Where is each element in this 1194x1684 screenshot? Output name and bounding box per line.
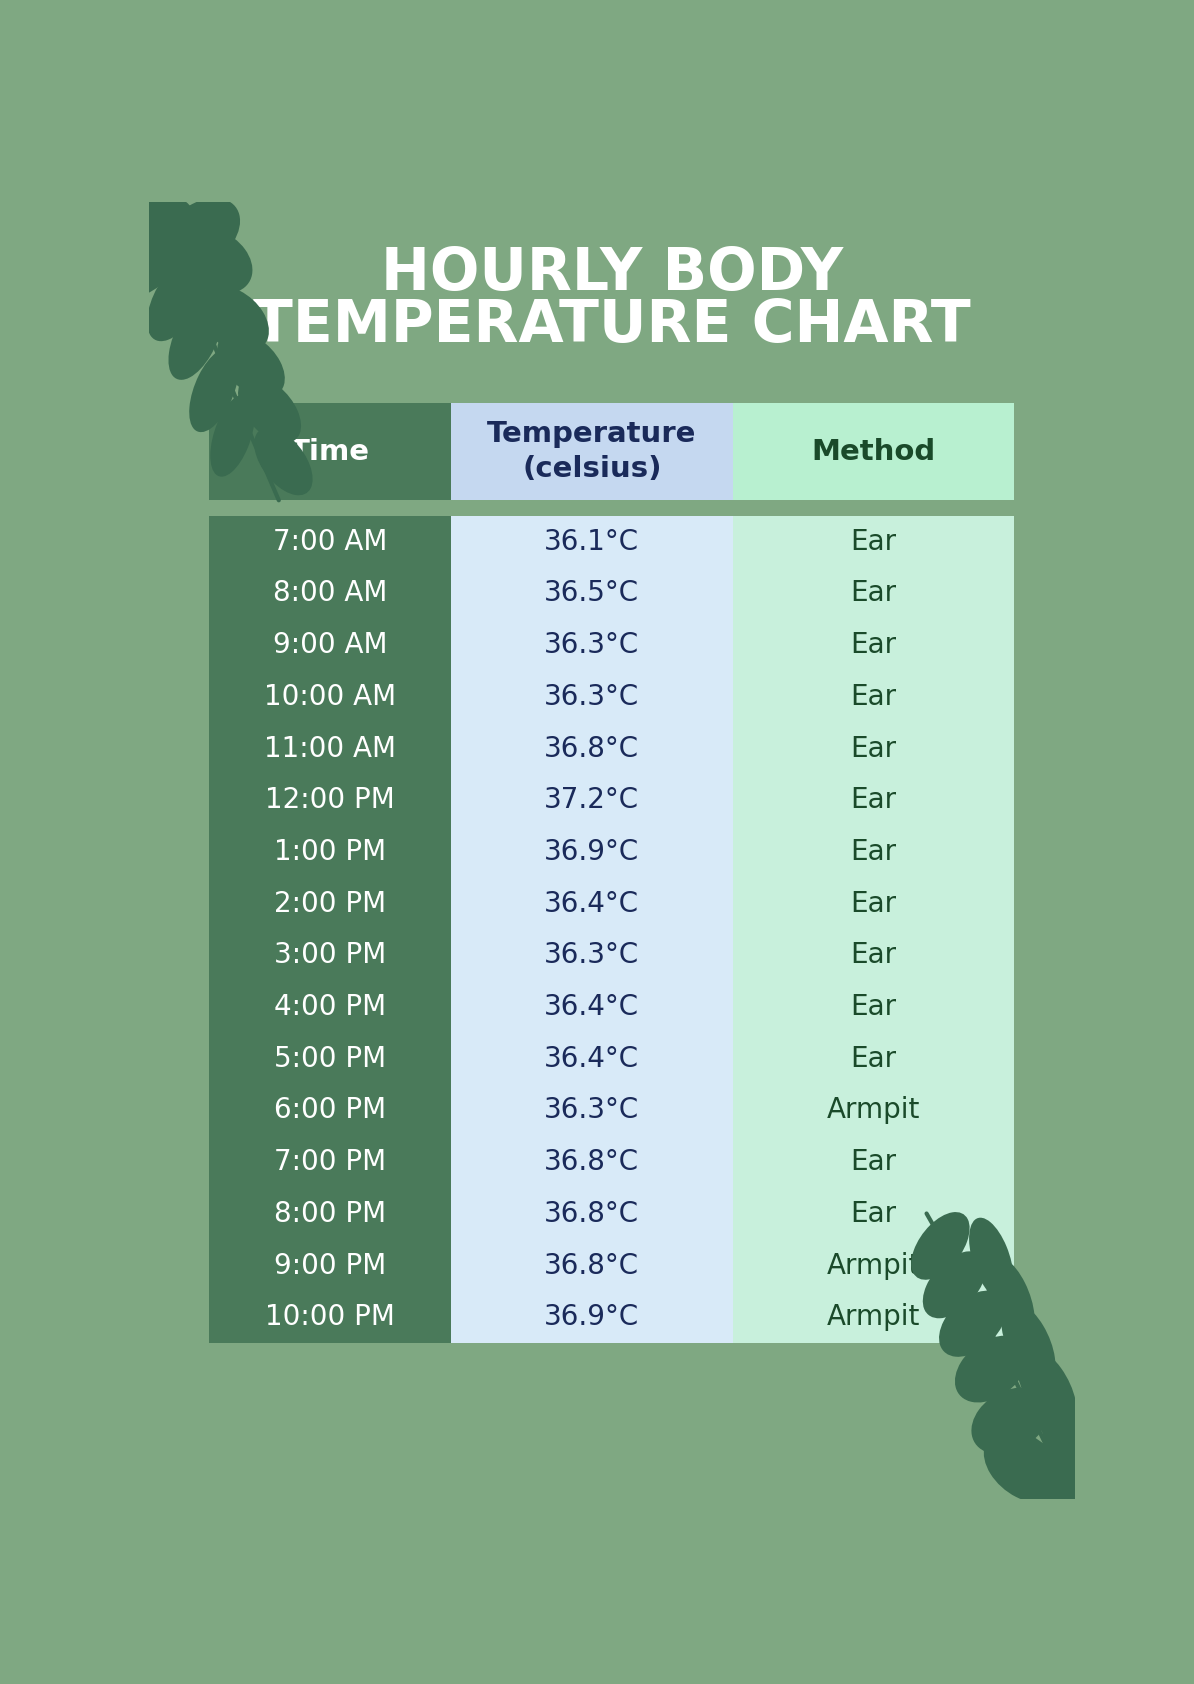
Text: 37.2°C: 37.2°C [544, 786, 639, 815]
Ellipse shape [210, 394, 254, 477]
Ellipse shape [1002, 1302, 1055, 1384]
Text: 12:00 PM: 12:00 PM [265, 786, 395, 815]
Text: 6:00 PM: 6:00 PM [275, 1096, 386, 1125]
Ellipse shape [955, 1335, 1028, 1403]
Ellipse shape [160, 199, 240, 271]
Text: Ear: Ear [850, 889, 897, 918]
Ellipse shape [189, 349, 239, 433]
Ellipse shape [1041, 1404, 1108, 1477]
Ellipse shape [117, 189, 199, 254]
Text: Ear: Ear [850, 839, 897, 866]
Text: Armpit: Armpit [827, 1251, 921, 1280]
Text: Ear: Ear [850, 1044, 897, 1073]
Ellipse shape [972, 1388, 1048, 1455]
Text: Ear: Ear [850, 527, 897, 556]
Text: Ear: Ear [850, 941, 897, 970]
Text: Armpit: Armpit [827, 1096, 921, 1125]
Text: 8:00 PM: 8:00 PM [275, 1201, 386, 1228]
Text: Ear: Ear [850, 579, 897, 608]
Text: 36.1°C: 36.1°C [544, 527, 639, 556]
Text: 5:00 PM: 5:00 PM [275, 1044, 386, 1073]
Text: 3:00 PM: 3:00 PM [275, 941, 387, 970]
Text: 36.8°C: 36.8°C [544, 1251, 639, 1280]
Ellipse shape [147, 258, 207, 342]
Ellipse shape [168, 296, 222, 381]
Ellipse shape [1017, 1347, 1077, 1430]
Text: 36.3°C: 36.3°C [544, 941, 640, 970]
FancyBboxPatch shape [451, 515, 733, 1344]
Text: Time: Time [290, 438, 370, 466]
Ellipse shape [116, 224, 183, 296]
Text: 9:00 PM: 9:00 PM [275, 1251, 387, 1280]
Text: 36.3°C: 36.3°C [544, 682, 640, 711]
FancyBboxPatch shape [209, 515, 451, 1344]
Text: Ear: Ear [850, 734, 897, 763]
Text: 10:00 PM: 10:00 PM [265, 1303, 395, 1332]
Ellipse shape [238, 376, 301, 443]
Text: TEMPERATURE CHART: TEMPERATURE CHART [253, 296, 971, 354]
Text: 36.9°C: 36.9°C [544, 1303, 640, 1332]
Text: 9:00 AM: 9:00 AM [273, 632, 387, 658]
Text: Armpit: Armpit [827, 1303, 921, 1332]
Text: 7:00 AM: 7:00 AM [273, 527, 387, 556]
Text: 7:00 PM: 7:00 PM [275, 1148, 386, 1175]
Text: 36.8°C: 36.8°C [544, 734, 639, 763]
Ellipse shape [923, 1251, 986, 1319]
Text: 36.5°C: 36.5°C [544, 579, 639, 608]
FancyBboxPatch shape [451, 402, 733, 500]
FancyBboxPatch shape [733, 402, 1015, 500]
Text: 36.8°C: 36.8°C [544, 1148, 639, 1175]
Ellipse shape [985, 1256, 1035, 1340]
Text: Ear: Ear [850, 682, 897, 711]
Ellipse shape [911, 1212, 970, 1280]
Text: Ear: Ear [850, 1201, 897, 1228]
Text: 36.8°C: 36.8°C [544, 1201, 639, 1228]
Text: 36.4°C: 36.4°C [544, 994, 639, 1021]
FancyBboxPatch shape [209, 402, 451, 500]
Text: 10:00 AM: 10:00 AM [264, 682, 396, 711]
Ellipse shape [1024, 1447, 1107, 1512]
Text: HOURLY BODY: HOURLY BODY [381, 244, 843, 301]
Ellipse shape [254, 428, 313, 495]
Text: Ear: Ear [850, 786, 897, 815]
Text: 36.9°C: 36.9°C [544, 839, 640, 866]
Text: 36.3°C: 36.3°C [544, 1096, 640, 1125]
Text: Ear: Ear [850, 994, 897, 1021]
Text: 36.4°C: 36.4°C [544, 1044, 639, 1073]
Ellipse shape [196, 285, 269, 352]
Text: 8:00 AM: 8:00 AM [273, 579, 387, 608]
Text: 2:00 PM: 2:00 PM [275, 889, 386, 918]
Text: Ear: Ear [850, 1148, 897, 1175]
Text: Method: Method [812, 438, 936, 466]
Text: 36.4°C: 36.4°C [544, 889, 639, 918]
Ellipse shape [970, 1218, 1014, 1300]
Text: Ear: Ear [850, 632, 897, 658]
Ellipse shape [176, 227, 252, 293]
FancyBboxPatch shape [733, 515, 1015, 1344]
Ellipse shape [217, 332, 285, 397]
Text: 4:00 PM: 4:00 PM [275, 994, 386, 1021]
Ellipse shape [938, 1290, 1007, 1357]
Text: Temperature
(celsius): Temperature (celsius) [487, 421, 696, 483]
Text: 36.3°C: 36.3°C [544, 632, 640, 658]
Ellipse shape [984, 1430, 1064, 1502]
Text: 11:00 AM: 11:00 AM [264, 734, 396, 763]
Text: 1:00 PM: 1:00 PM [275, 839, 386, 866]
